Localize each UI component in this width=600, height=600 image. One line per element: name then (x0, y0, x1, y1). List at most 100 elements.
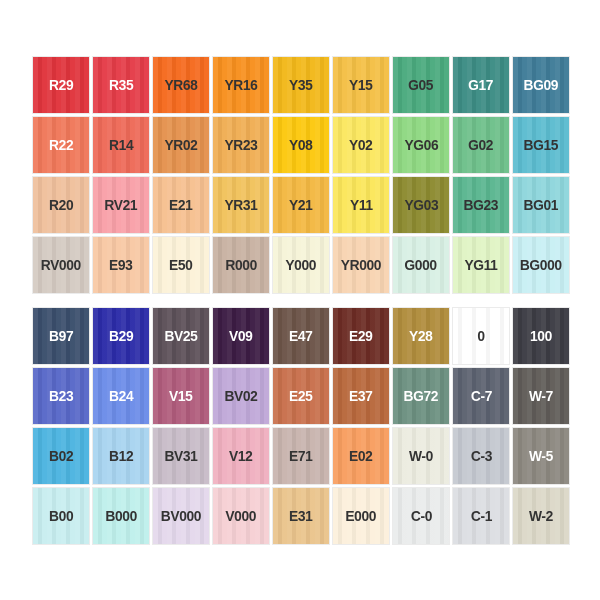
color-swatch[interactable]: BV02 (213, 368, 269, 424)
color-swatch[interactable]: YR68 (153, 57, 209, 113)
swatch-code: B00 (48, 507, 74, 525)
color-swatch[interactable]: 0 (453, 308, 509, 364)
color-swatch[interactable]: BV31 (153, 428, 209, 484)
color-swatch[interactable]: V000 (213, 488, 269, 544)
swatch-code: R000 (225, 256, 257, 274)
color-swatch[interactable]: V15 (153, 368, 209, 424)
color-swatch[interactable]: R14 (93, 117, 149, 173)
color-swatch[interactable]: B23 (33, 368, 89, 424)
color-swatch[interactable]: G05 (393, 57, 449, 113)
swatch-code: C-3 (470, 447, 492, 465)
color-swatch[interactable]: V12 (213, 428, 269, 484)
color-swatch[interactable]: V09 (213, 308, 269, 364)
color-swatch[interactable]: YR02 (153, 117, 209, 173)
color-swatch[interactable]: E02 (333, 428, 389, 484)
color-swatch[interactable]: R000 (213, 237, 269, 293)
color-swatch[interactable]: B29 (93, 308, 149, 364)
color-swatch[interactable]: Y000 (273, 237, 329, 293)
color-swatch[interactable]: C-1 (453, 488, 509, 544)
swatch-code: W-5 (529, 447, 553, 465)
color-swatch[interactable]: C-0 (393, 488, 449, 544)
swatch-code: 100 (530, 327, 552, 345)
color-swatch[interactable]: YG06 (393, 117, 449, 173)
color-swatch[interactable]: YR16 (213, 57, 269, 113)
color-swatch[interactable]: B24 (93, 368, 149, 424)
color-swatch[interactable]: BG01 (513, 177, 569, 233)
swatch-code: RV21 (104, 196, 138, 214)
color-swatch[interactable]: BG72 (393, 368, 449, 424)
swatch-code: Y35 (289, 76, 313, 94)
color-swatch[interactable]: YG03 (393, 177, 449, 233)
color-swatch[interactable]: R35 (93, 57, 149, 113)
swatch-code: G02 (468, 136, 494, 154)
swatch-code: R20 (48, 196, 74, 214)
color-swatch[interactable]: E71 (273, 428, 329, 484)
color-swatch[interactable]: Y15 (333, 57, 389, 113)
color-swatch[interactable]: BV000 (153, 488, 209, 544)
swatch-code: YR23 (224, 136, 258, 154)
swatch-code: E31 (289, 507, 313, 525)
swatch-code: RV000 (40, 256, 82, 274)
color-swatch[interactable]: E29 (333, 308, 389, 364)
color-swatch[interactable]: Y08 (273, 117, 329, 173)
swatch-code: YG06 (404, 136, 438, 154)
swatch-code: YG11 (464, 256, 498, 274)
color-swatch[interactable]: Y21 (273, 177, 329, 233)
color-swatch[interactable]: W-5 (513, 428, 569, 484)
color-swatch[interactable]: E25 (273, 368, 329, 424)
color-swatch[interactable]: W-2 (513, 488, 569, 544)
color-swatch[interactable]: Y02 (333, 117, 389, 173)
swatch-code: BV000 (160, 507, 202, 525)
swatch-code: Y21 (289, 196, 313, 214)
color-swatch[interactable]: BG000 (513, 237, 569, 293)
color-swatch[interactable]: E37 (333, 368, 389, 424)
color-swatch[interactable]: B12 (93, 428, 149, 484)
color-swatch[interactable]: E50 (153, 237, 209, 293)
color-swatch[interactable]: C-3 (453, 428, 509, 484)
color-swatch[interactable]: G02 (453, 117, 509, 173)
swatch-code: G000 (404, 256, 438, 274)
color-swatch[interactable]: R29 (33, 57, 89, 113)
swatch-code: E25 (289, 387, 313, 405)
color-swatch[interactable]: E47 (273, 308, 329, 364)
color-swatch[interactable]: Y28 (393, 308, 449, 364)
color-swatch[interactable]: RV21 (93, 177, 149, 233)
swatch-code: G17 (468, 76, 494, 94)
swatch-code: R35 (108, 76, 134, 94)
color-swatch[interactable]: 100 (513, 308, 569, 364)
swatch-code: V15 (169, 387, 193, 405)
color-swatch[interactable]: E000 (333, 488, 389, 544)
color-swatch[interactable]: C-7 (453, 368, 509, 424)
color-swatch[interactable]: W-0 (393, 428, 449, 484)
color-swatch[interactable]: B02 (33, 428, 89, 484)
swatch-code: B24 (108, 387, 134, 405)
color-swatch[interactable]: RV000 (33, 237, 89, 293)
color-swatch[interactable]: G17 (453, 57, 509, 113)
color-swatch[interactable]: BV25 (153, 308, 209, 364)
color-swatch[interactable]: BG23 (453, 177, 509, 233)
swatch-code: C-1 (470, 507, 492, 525)
color-swatch[interactable]: G000 (393, 237, 449, 293)
color-swatch[interactable]: W-7 (513, 368, 569, 424)
color-swatch[interactable]: B000 (93, 488, 149, 544)
swatch-code: YR31 (224, 196, 258, 214)
color-swatch[interactable]: YR000 (333, 237, 389, 293)
color-swatch[interactable]: YG11 (453, 237, 509, 293)
swatch-code: C-0 (410, 507, 432, 525)
color-swatch[interactable]: B00 (33, 488, 89, 544)
color-swatch[interactable]: B97 (33, 308, 89, 364)
color-swatch[interactable]: E21 (153, 177, 209, 233)
color-swatch[interactable]: Y11 (333, 177, 389, 233)
color-swatch[interactable]: R22 (33, 117, 89, 173)
swatch-code: B29 (108, 327, 134, 345)
color-swatch[interactable]: E93 (93, 237, 149, 293)
color-swatch[interactable]: YR31 (213, 177, 269, 233)
color-swatch[interactable]: YR23 (213, 117, 269, 173)
swatch-code: Y11 (349, 196, 373, 214)
swatch-code: E93 (109, 256, 133, 274)
color-swatch[interactable]: E31 (273, 488, 329, 544)
color-swatch[interactable]: BG09 (513, 57, 569, 113)
color-swatch[interactable]: Y35 (273, 57, 329, 113)
color-swatch[interactable]: R20 (33, 177, 89, 233)
color-swatch[interactable]: BG15 (513, 117, 569, 173)
